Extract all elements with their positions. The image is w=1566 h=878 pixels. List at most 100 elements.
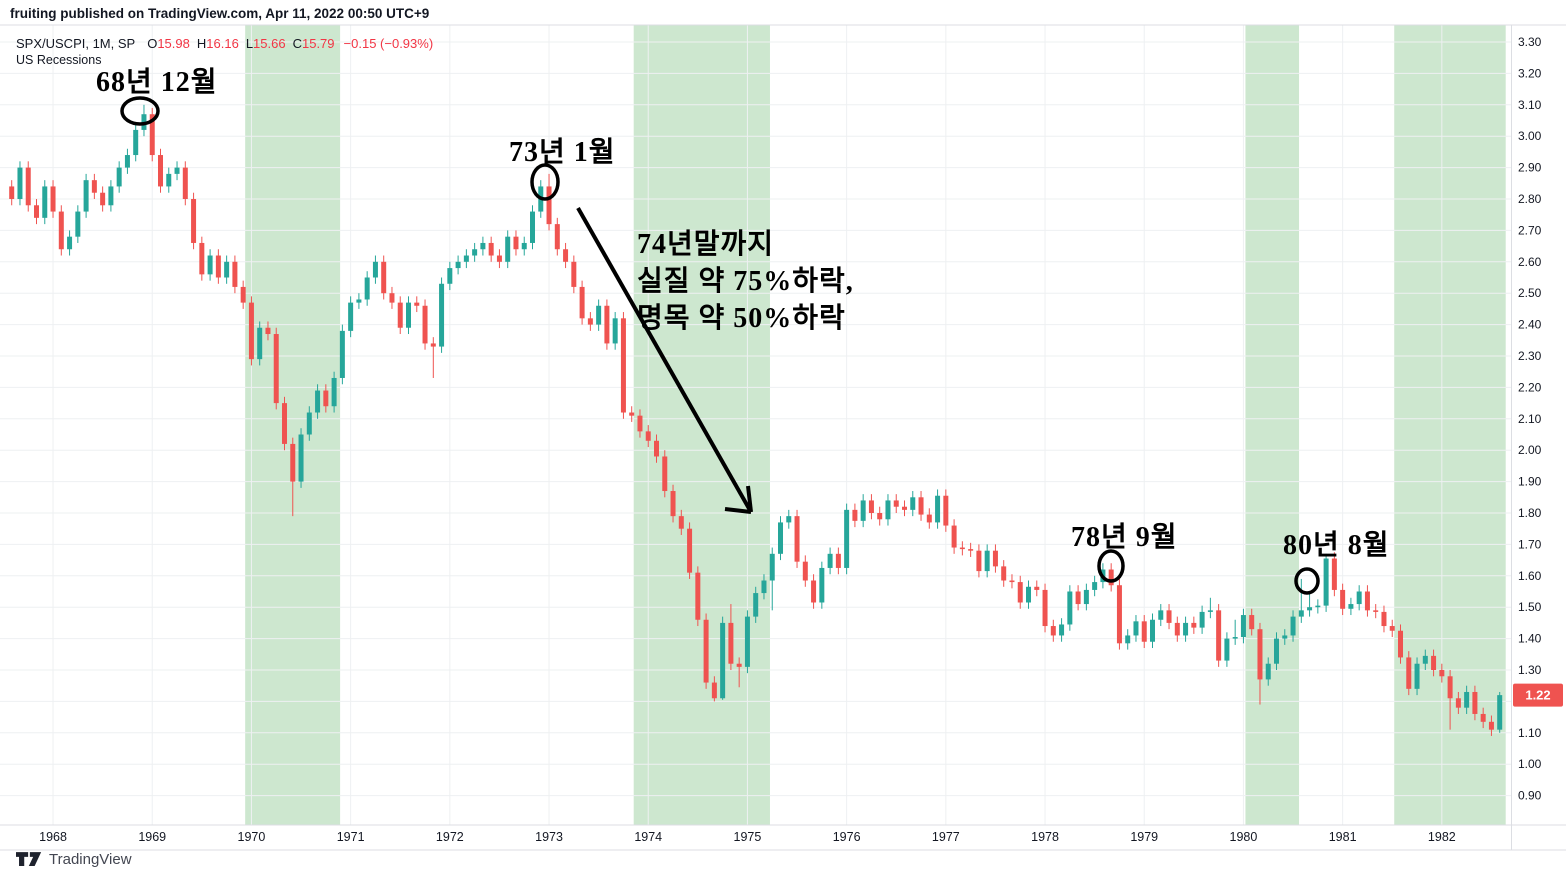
candle-body [1406, 657, 1412, 689]
year-tick-label[interactable]: 1975 [734, 830, 762, 844]
price-tick-label[interactable]: 2.20 [1518, 380, 1542, 394]
price-tick-label[interactable]: 1.80 [1518, 506, 1542, 520]
year-tick-label[interactable]: 1970 [238, 830, 266, 844]
price-tick-label[interactable]: 3.20 [1518, 66, 1542, 80]
price-tick-label[interactable]: 2.30 [1518, 349, 1542, 363]
candle-body [1439, 670, 1445, 677]
price-tick-label[interactable]: 1.40 [1518, 632, 1542, 646]
candle-body [530, 211, 536, 243]
candle-body [315, 390, 321, 413]
candle-body [472, 249, 478, 256]
candle-body [1075, 591, 1081, 605]
candle-body [414, 302, 420, 306]
year-tick-label[interactable]: 1981 [1329, 830, 1357, 844]
candle-body [761, 580, 767, 594]
price-tick-label[interactable]: 1.70 [1518, 537, 1542, 551]
year-tick-label[interactable]: 1982 [1428, 830, 1456, 844]
price-tick-label[interactable]: 2.60 [1518, 255, 1542, 269]
candle-body [596, 305, 602, 325]
candle-body [224, 261, 230, 278]
ohlc-open-label: O [147, 36, 158, 51]
candle-body [215, 255, 221, 278]
price-tick-label[interactable]: 1.30 [1518, 663, 1542, 677]
candle-body [182, 167, 188, 199]
candle-body [778, 522, 784, 554]
annotation-arrow-barb [746, 485, 753, 513]
candle-body [926, 514, 932, 523]
candle-body [463, 255, 469, 262]
recession-bands-layer [245, 25, 1506, 825]
candle-body [1050, 626, 1056, 636]
price-tick-label[interactable]: 2.90 [1518, 161, 1542, 175]
candle-body [1356, 591, 1362, 605]
price-tick-label[interactable]: 2.10 [1518, 412, 1542, 426]
tradingview-attribution[interactable]: TradingView [16, 851, 132, 868]
candle-body [654, 440, 660, 457]
candle-body [1017, 582, 1023, 603]
candle-body [364, 277, 370, 300]
year-tick-label[interactable]: 1972 [436, 830, 464, 844]
year-tick-label[interactable]: 1971 [337, 830, 365, 844]
candle-body [968, 549, 974, 551]
price-tick-label[interactable]: 1.50 [1518, 600, 1542, 614]
price-tick-label[interactable]: 1.90 [1518, 475, 1542, 489]
candle-body [620, 318, 626, 413]
year-tick-label[interactable]: 1968 [39, 830, 67, 844]
candle-body [1265, 663, 1271, 680]
price-tick-label[interactable]: 2.80 [1518, 192, 1542, 206]
symbol-legend: SPX/USCPI, 1M, SP O15.98 H16.16 L15.66 C15.7… [16, 36, 433, 51]
year-tick-label[interactable]: 1976 [833, 830, 861, 844]
candle-body [670, 491, 676, 517]
candle-body [563, 249, 569, 262]
candle-body [1150, 619, 1156, 642]
candle-body [372, 261, 378, 278]
candle-body [819, 567, 825, 603]
year-tick-label[interactable]: 1977 [932, 830, 960, 844]
candle-body [1290, 616, 1296, 636]
candle-body [835, 553, 841, 568]
candle-body [976, 550, 982, 572]
price-tick-label[interactable]: 2.40 [1518, 318, 1542, 332]
price-tick-label[interactable]: 3.30 [1518, 35, 1542, 49]
candle-body [959, 547, 965, 550]
year-tick-label[interactable]: 1979 [1130, 830, 1158, 844]
candle-body [108, 186, 114, 206]
recession-band [1245, 25, 1300, 825]
candle-body [1125, 635, 1131, 644]
candle-body [1389, 626, 1395, 631]
candle-body [1067, 591, 1073, 625]
price-tick-label[interactable]: 1.10 [1518, 726, 1542, 740]
year-tick-label[interactable]: 1980 [1230, 830, 1258, 844]
candle-body [902, 506, 908, 510]
price-axis-labels[interactable]: 0.901.001.101.201.301.401.501.601.701.80… [1518, 35, 1542, 803]
candle-body [100, 192, 106, 206]
year-tick-label[interactable]: 1969 [138, 830, 166, 844]
candle-body [687, 528, 693, 573]
price-tick-label[interactable]: 2.00 [1518, 443, 1542, 457]
price-tick-label[interactable]: 2.70 [1518, 223, 1542, 237]
price-tick-label[interactable]: 2.50 [1518, 286, 1542, 300]
candle-body [951, 525, 957, 548]
candle-body [67, 236, 73, 250]
candle-body [1307, 607, 1313, 611]
candle-body [1298, 610, 1304, 617]
candle-body [935, 495, 941, 523]
price-tick-label[interactable]: 1.00 [1518, 757, 1542, 771]
candle-body [1034, 586, 1040, 590]
candle-body [1059, 624, 1065, 636]
candle-body [885, 500, 891, 520]
year-tick-label[interactable]: 1974 [634, 830, 662, 844]
price-tick-label[interactable]: 3.00 [1518, 129, 1542, 143]
price-tick-label[interactable]: 0.90 [1518, 789, 1542, 803]
candle-body [1001, 566, 1007, 581]
candle-body [430, 343, 436, 347]
price-tick-label[interactable]: 1.60 [1518, 569, 1542, 583]
year-tick-label[interactable]: 1973 [535, 830, 563, 844]
year-tick-label[interactable]: 1978 [1031, 830, 1059, 844]
candle-body [58, 211, 64, 250]
candles-layer[interactable] [9, 104, 1503, 736]
time-axis-labels[interactable]: 1968 1969 1970 1971 1972 1973 1974 1975 1976 1977… [39, 830, 1456, 844]
price-tick-label[interactable]: 3.10 [1518, 98, 1542, 112]
candle-body [753, 593, 759, 617]
